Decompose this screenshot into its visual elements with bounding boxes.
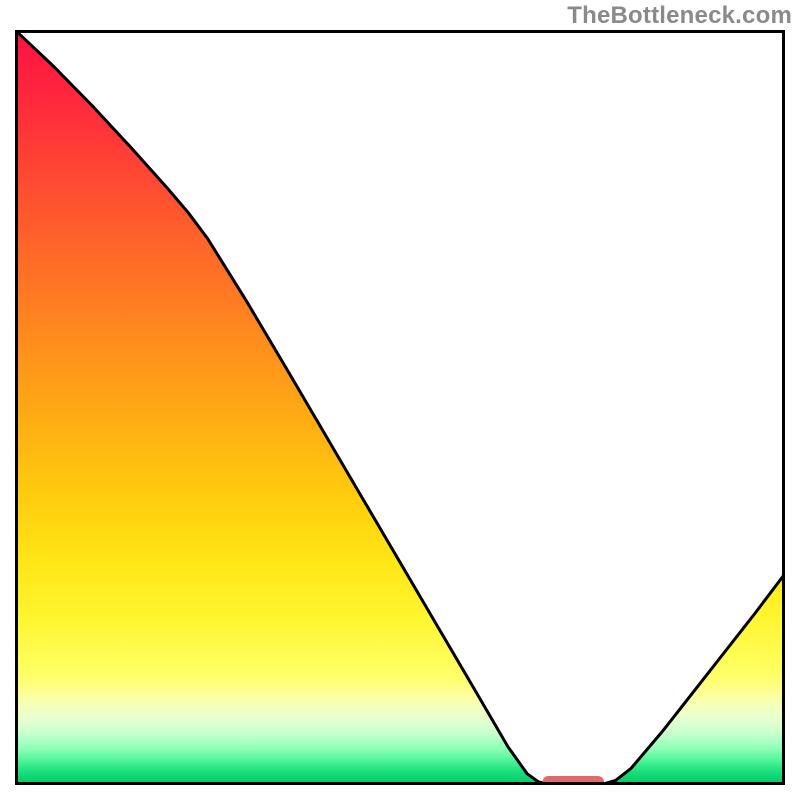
watermark-text: TheBottleneck.com — [567, 2, 792, 30]
plot-svg — [15, 30, 785, 785]
gradient-fill — [15, 30, 785, 785]
plot-area — [15, 30, 785, 785]
chart-container: TheBottleneck.com — [0, 0, 800, 800]
